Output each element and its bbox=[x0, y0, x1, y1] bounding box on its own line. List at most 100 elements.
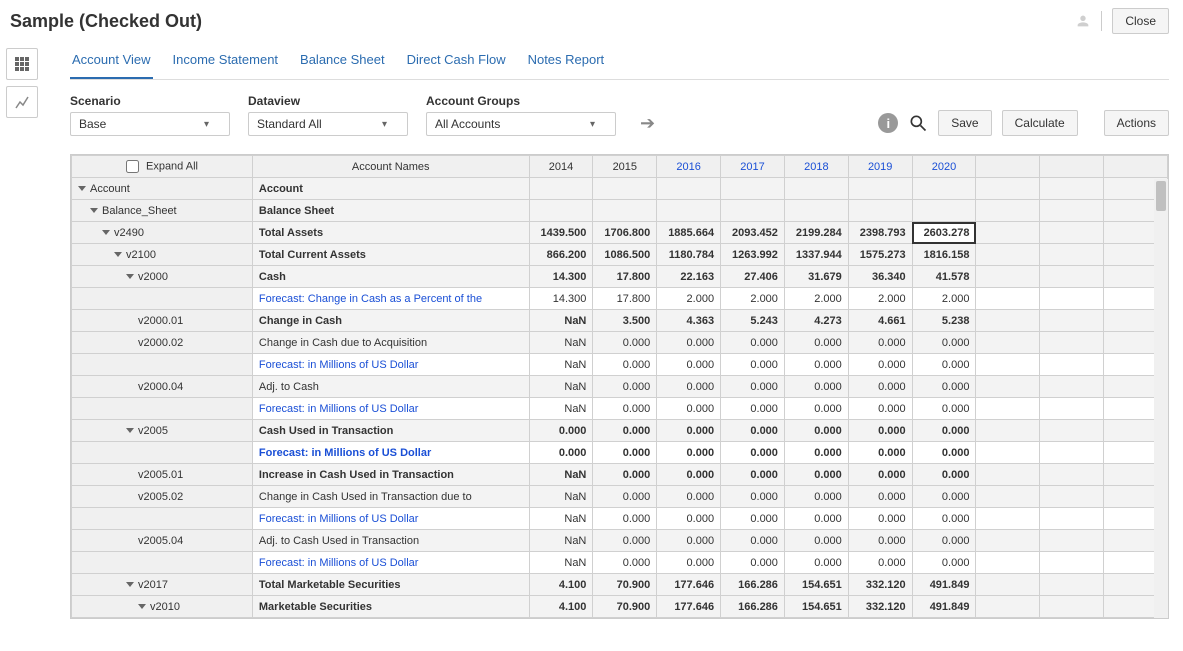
data-cell[interactable]: 0.000 bbox=[657, 376, 721, 398]
year-header[interactable]: 2016 bbox=[657, 156, 721, 178]
data-cell[interactable] bbox=[721, 178, 785, 200]
data-cell[interactable]: 0.000 bbox=[912, 420, 976, 442]
data-cell[interactable]: 0.000 bbox=[721, 508, 785, 530]
data-cell[interactable]: 0.000 bbox=[593, 486, 657, 508]
data-cell[interactable]: 154.651 bbox=[784, 596, 848, 618]
collapse-icon[interactable] bbox=[90, 208, 98, 213]
tab-notes-report[interactable]: Notes Report bbox=[526, 42, 607, 79]
data-cell[interactable]: 2199.284 bbox=[784, 222, 848, 244]
data-cell[interactable]: 70.900 bbox=[593, 574, 657, 596]
collapse-icon[interactable] bbox=[114, 252, 122, 257]
data-cell[interactable]: 0.000 bbox=[721, 486, 785, 508]
data-cell[interactable]: 5.243 bbox=[721, 310, 785, 332]
tab-balance-sheet[interactable]: Balance Sheet bbox=[298, 42, 387, 79]
data-cell[interactable]: 1086.500 bbox=[593, 244, 657, 266]
data-cell[interactable]: 1816.158 bbox=[912, 244, 976, 266]
data-cell[interactable]: 14.300 bbox=[529, 266, 593, 288]
data-cell[interactable]: 1575.273 bbox=[848, 244, 912, 266]
data-cell[interactable]: 17.800 bbox=[593, 266, 657, 288]
data-cell[interactable]: 4.661 bbox=[848, 310, 912, 332]
tree-cell[interactable]: v2017 bbox=[72, 574, 253, 596]
data-cell[interactable]: 0.000 bbox=[657, 420, 721, 442]
data-cell[interactable]: 0.000 bbox=[657, 442, 721, 464]
account-name-cell[interactable]: Forecast: Change in Cash as a Percent of… bbox=[252, 288, 529, 310]
data-cell[interactable]: 0.000 bbox=[721, 442, 785, 464]
data-cell[interactable]: 0.000 bbox=[721, 464, 785, 486]
expand-all-checkbox[interactable] bbox=[126, 160, 139, 173]
data-cell[interactable]: 0.000 bbox=[593, 398, 657, 420]
data-cell[interactable]: 0.000 bbox=[657, 508, 721, 530]
data-cell[interactable]: 2398.793 bbox=[848, 222, 912, 244]
data-cell[interactable]: NaN bbox=[529, 332, 593, 354]
data-cell[interactable]: 14.300 bbox=[529, 288, 593, 310]
user-icon[interactable] bbox=[1075, 13, 1091, 29]
data-cell[interactable]: 154.651 bbox=[784, 574, 848, 596]
data-cell[interactable] bbox=[784, 200, 848, 222]
data-cell[interactable]: 31.679 bbox=[784, 266, 848, 288]
year-header[interactable]: 2020 bbox=[912, 156, 976, 178]
data-cell[interactable]: 177.646 bbox=[657, 596, 721, 618]
data-cell[interactable]: 0.000 bbox=[912, 530, 976, 552]
data-cell[interactable]: 0.000 bbox=[848, 442, 912, 464]
data-cell[interactable]: 0.000 bbox=[721, 530, 785, 552]
data-cell[interactable]: 2.000 bbox=[721, 288, 785, 310]
year-header[interactable]: 2019 bbox=[848, 156, 912, 178]
tab-income-statement[interactable]: Income Statement bbox=[171, 42, 281, 79]
data-cell[interactable]: 0.000 bbox=[593, 376, 657, 398]
data-cell[interactable]: 0.000 bbox=[721, 332, 785, 354]
collapse-icon[interactable] bbox=[78, 186, 86, 191]
data-cell[interactable]: 1885.664 bbox=[657, 222, 721, 244]
data-cell[interactable]: 36.340 bbox=[848, 266, 912, 288]
data-cell[interactable]: 2.000 bbox=[848, 288, 912, 310]
data-cell[interactable] bbox=[848, 200, 912, 222]
data-cell[interactable]: 1263.992 bbox=[721, 244, 785, 266]
data-cell[interactable]: 0.000 bbox=[912, 442, 976, 464]
data-cell[interactable]: 0.000 bbox=[784, 354, 848, 376]
vertical-scrollbar[interactable] bbox=[1154, 179, 1168, 618]
data-cell[interactable]: 491.849 bbox=[912, 574, 976, 596]
data-cell[interactable]: 0.000 bbox=[657, 552, 721, 574]
grid-view-button[interactable] bbox=[6, 48, 38, 80]
data-cell[interactable] bbox=[912, 178, 976, 200]
data-cell[interactable]: 0.000 bbox=[657, 354, 721, 376]
data-cell[interactable]: 0.000 bbox=[912, 464, 976, 486]
account-name-cell[interactable]: Forecast: in Millions of US Dollar bbox=[252, 398, 529, 420]
data-cell[interactable]: 4.100 bbox=[529, 596, 593, 618]
data-cell[interactable]: 17.800 bbox=[593, 288, 657, 310]
data-cell[interactable]: 0.000 bbox=[784, 376, 848, 398]
data-cell[interactable] bbox=[848, 178, 912, 200]
data-cell[interactable]: 2093.452 bbox=[721, 222, 785, 244]
data-cell[interactable]: 0.000 bbox=[784, 332, 848, 354]
data-cell[interactable]: 0.000 bbox=[848, 508, 912, 530]
data-cell[interactable]: NaN bbox=[529, 376, 593, 398]
data-cell[interactable]: 2.000 bbox=[912, 288, 976, 310]
data-cell[interactable]: 0.000 bbox=[848, 354, 912, 376]
data-cell[interactable]: 41.578 bbox=[912, 266, 976, 288]
data-cell[interactable]: NaN bbox=[529, 530, 593, 552]
data-cell[interactable]: NaN bbox=[529, 486, 593, 508]
data-cell[interactable]: 0.000 bbox=[593, 530, 657, 552]
data-cell[interactable] bbox=[657, 200, 721, 222]
data-cell[interactable]: 0.000 bbox=[912, 332, 976, 354]
data-cell[interactable] bbox=[721, 200, 785, 222]
data-cell[interactable]: 0.000 bbox=[912, 486, 976, 508]
data-cell[interactable]: NaN bbox=[529, 310, 593, 332]
data-cell[interactable]: 4.100 bbox=[529, 574, 593, 596]
data-cell[interactable]: 0.000 bbox=[912, 376, 976, 398]
data-cell[interactable]: 5.238 bbox=[912, 310, 976, 332]
account-name-cell[interactable]: Forecast: in Millions of US Dollar bbox=[252, 442, 529, 464]
year-header[interactable]: 2018 bbox=[784, 156, 848, 178]
tree-cell[interactable]: v2005 bbox=[72, 420, 253, 442]
collapse-icon[interactable] bbox=[126, 274, 134, 279]
data-cell[interactable]: NaN bbox=[529, 398, 593, 420]
data-cell[interactable]: 166.286 bbox=[721, 596, 785, 618]
scenario-select[interactable]: Base ▾ bbox=[70, 112, 230, 136]
data-cell[interactable]: 0.000 bbox=[784, 464, 848, 486]
year-header[interactable]: 2017 bbox=[721, 156, 785, 178]
chart-view-button[interactable] bbox=[6, 86, 38, 118]
data-cell[interactable]: 0.000 bbox=[848, 552, 912, 574]
data-cell[interactable]: 0.000 bbox=[657, 464, 721, 486]
data-cell[interactable]: 0.000 bbox=[593, 420, 657, 442]
data-cell[interactable]: 0.000 bbox=[912, 552, 976, 574]
data-cell[interactable] bbox=[912, 200, 976, 222]
